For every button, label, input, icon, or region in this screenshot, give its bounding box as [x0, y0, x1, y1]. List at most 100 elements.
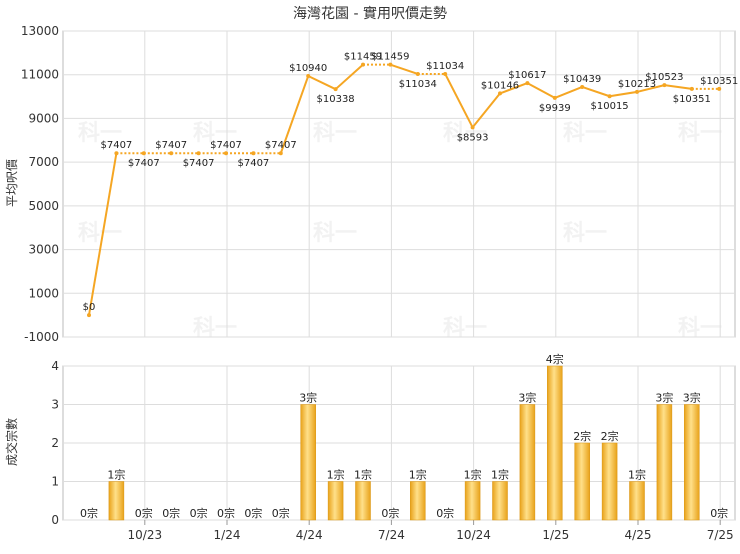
x-tick-label: 7/24 [378, 528, 405, 542]
x-tick-label: 7/25 [707, 528, 734, 542]
price-point [278, 151, 283, 156]
volume-data-label: 2宗 [601, 429, 619, 443]
watermark-text: 科一 [78, 121, 122, 146]
x-tick-label: 10/23 [128, 528, 163, 542]
watermark-text: 科一 [678, 121, 722, 146]
volume-data-label: 1宗 [491, 468, 509, 482]
watermark-text: 科一 [313, 221, 357, 246]
x-tick-label: 4/25 [625, 528, 652, 542]
volume-data-label: 0宗 [381, 506, 399, 520]
price-panel: -1000 1000 3000 5000 7000 9000 11000 13000 $0 $74… [21, 24, 738, 344]
price-tick-label: 13000 [21, 24, 59, 38]
volume-data-label: 0宗 [217, 506, 235, 520]
price-data-label: $7407 [183, 158, 215, 169]
price-point [306, 74, 311, 79]
watermark-text: 科一 [563, 121, 607, 146]
volume-data-label: 0宗 [710, 506, 728, 520]
price-data-label: $10617 [508, 70, 546, 81]
price-point [580, 84, 585, 89]
volume-bar [464, 481, 481, 521]
volume-data-label: 1宗 [409, 468, 427, 482]
price-data-label: $7407 [265, 140, 297, 151]
volume-data-label: 0宗 [162, 506, 180, 520]
volume-bar [327, 481, 344, 521]
volume-data-label: 1宗 [464, 468, 482, 482]
price-point [717, 86, 722, 91]
price-line-segment [390, 63, 419, 75]
price-point [443, 71, 448, 76]
volume-panel: 0 1 2 3 4 10/23 1/24 4/24 7/24 10/24 1/25 4/25 7/25 0… [51, 352, 736, 542]
price-plot-frame [62, 30, 736, 338]
price-tick-label: 1000 [28, 286, 59, 300]
price-tick-label: -1000 [24, 330, 59, 344]
price-line-segment [554, 86, 583, 99]
price-data-label: $10523 [645, 72, 683, 83]
price-line-segment [307, 75, 337, 91]
volume-bar [629, 481, 645, 521]
price-data-label: $10940 [289, 63, 327, 74]
volume-data-label: 1宗 [354, 468, 372, 482]
price-data-label: $10015 [591, 101, 629, 112]
price-data-label: $11459 [371, 52, 409, 63]
price-point [361, 62, 365, 67]
watermark-text: 科一 [193, 121, 237, 146]
volume-tick-label: 0 [51, 513, 59, 527]
price-line-segment [636, 84, 665, 93]
price-data-label: $10338 [317, 94, 355, 105]
volume-tick-label: 2 [51, 436, 59, 450]
price-line-segment [444, 73, 474, 128]
volume-bar [684, 404, 700, 521]
price-line-segment [609, 90, 638, 98]
price-line-segment [664, 84, 692, 90]
price-data-label: $7407 [155, 140, 187, 151]
price-point [114, 151, 119, 156]
volume-data-label: 3宗 [518, 391, 536, 405]
volume-bar [519, 404, 536, 521]
price-point [552, 95, 557, 100]
price-data-label: $10213 [618, 79, 656, 90]
volume-bar [108, 481, 125, 521]
volume-data-label: 1宗 [327, 468, 345, 482]
price-line-segment [88, 153, 118, 316]
volume-data-label: 0宗 [272, 506, 290, 520]
x-tick-label: 4/24 [296, 528, 323, 542]
price-data-label: $8593 [457, 132, 489, 143]
volume-data-label: 0宗 [190, 506, 208, 520]
volume-tick-label: 1 [51, 475, 59, 489]
volume-data-label: 0宗 [244, 506, 262, 520]
price-tick-label: 3000 [28, 243, 59, 257]
volume-tick-label: 4 [51, 359, 59, 373]
price-data-label: $9939 [539, 103, 571, 114]
price-point [196, 151, 201, 156]
price-point [689, 86, 694, 91]
price-tick-label: 7000 [28, 155, 59, 169]
price-data-label: $7407 [128, 158, 160, 169]
volume-bar [656, 404, 673, 521]
volume-bar [355, 481, 371, 521]
volume-data-label: 0宗 [135, 506, 153, 520]
price-line-segment [471, 92, 501, 128]
price-data-label: $0 [83, 302, 96, 313]
price-data-label: $11034 [426, 61, 464, 72]
volume-data-label: 1宗 [107, 468, 125, 482]
volume-data-label: 0宗 [436, 506, 454, 520]
watermark-text: 科一 [313, 121, 357, 146]
price-line-segment [334, 63, 364, 90]
price-data-label: $10439 [563, 74, 601, 85]
watermark-text: 科一 [443, 121, 487, 146]
volume-data-label: 2宗 [573, 429, 591, 443]
volume-data-label: 1宗 [628, 468, 646, 482]
volume-bar [410, 481, 426, 521]
volume-data-label: 4宗 [546, 352, 564, 366]
price-axis-label: 平均呎價 [5, 159, 19, 207]
price-line-segment [581, 86, 610, 98]
volume-bar [574, 442, 590, 521]
price-point [415, 71, 420, 76]
price-tick-label: 9000 [28, 111, 59, 125]
price-point [470, 125, 475, 130]
price-point [607, 94, 612, 99]
price-data-label: $7407 [237, 158, 269, 169]
